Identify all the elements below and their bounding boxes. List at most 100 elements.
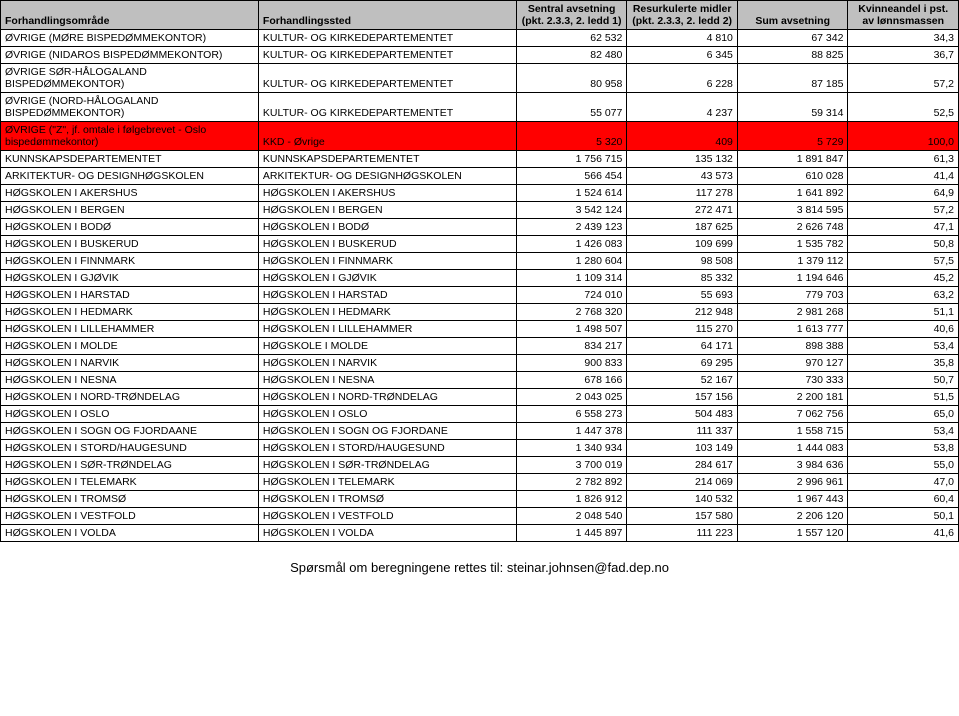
cell-number: 3 814 595 bbox=[737, 202, 848, 219]
table-row: HØGSKOLEN I LILLEHAMMERHØGSKOLEN I LILLE… bbox=[1, 321, 959, 338]
table-row: HØGSKOLEN I BUSKERUDHØGSKOLEN I BUSKERUD… bbox=[1, 236, 959, 253]
cell-number: 1 967 443 bbox=[737, 491, 848, 508]
cell-number: 1 498 507 bbox=[516, 321, 627, 338]
cell-number: 157 580 bbox=[627, 508, 738, 525]
col-header-sum: Sum avsetning bbox=[737, 1, 848, 30]
cell-text: HØGSKOLEN I FINNMARK bbox=[258, 253, 516, 270]
table-row: KUNNSKAPSDEPARTEMENTETKUNNSKAPSDEPARTEME… bbox=[1, 151, 959, 168]
cell-number: 50,1 bbox=[848, 508, 959, 525]
cell-number: 4 810 bbox=[627, 30, 738, 47]
cell-text: KULTUR- OG KIRKEDEPARTEMENTET bbox=[258, 30, 516, 47]
table-row: HØGSKOLEN I STORD/HAUGESUNDHØGSKOLEN I S… bbox=[1, 440, 959, 457]
cell-number: 6 558 273 bbox=[516, 406, 627, 423]
cell-number: 970 127 bbox=[737, 355, 848, 372]
cell-number: 57,2 bbox=[848, 64, 959, 93]
col-header-kvinne: Kvinneandel i pst. av lønnsmassen bbox=[848, 1, 959, 30]
cell-number: 2 439 123 bbox=[516, 219, 627, 236]
cell-text: KUNNSKAPSDEPARTEMENTET bbox=[258, 151, 516, 168]
cell-number: 65,0 bbox=[848, 406, 959, 423]
cell-text: HØGSKOLEN I BODØ bbox=[1, 219, 259, 236]
cell-text: HØGSKOLEN I TROMSØ bbox=[258, 491, 516, 508]
cell-text: ØVRIGE (NIDAROS BISPEDØMMEKONTOR) bbox=[1, 47, 259, 64]
table-row: HØGSKOLEN I VESTFOLDHØGSKOLEN I VESTFOLD… bbox=[1, 508, 959, 525]
table-row: HØGSKOLEN I NORD-TRØNDELAGHØGSKOLEN I NO… bbox=[1, 389, 959, 406]
cell-number: 2 768 320 bbox=[516, 304, 627, 321]
table-row: HØGSKOLEN I NESNAHØGSKOLEN I NESNA678 16… bbox=[1, 372, 959, 389]
table-row: ØVRIGE (MØRE BISPEDØMMEKONTOR)KULTUR- OG… bbox=[1, 30, 959, 47]
cell-number: 1 447 378 bbox=[516, 423, 627, 440]
data-table: Forhandlingsområde Forhandlingssted Sent… bbox=[0, 0, 959, 542]
cell-number: 82 480 bbox=[516, 47, 627, 64]
cell-number: 6 228 bbox=[627, 64, 738, 93]
cell-number: 409 bbox=[627, 122, 738, 151]
cell-number: 80 958 bbox=[516, 64, 627, 93]
cell-number: 157 156 bbox=[627, 389, 738, 406]
cell-number: 51,1 bbox=[848, 304, 959, 321]
cell-number: 3 700 019 bbox=[516, 457, 627, 474]
cell-number: 63,2 bbox=[848, 287, 959, 304]
cell-number: 88 825 bbox=[737, 47, 848, 64]
cell-number: 53,8 bbox=[848, 440, 959, 457]
cell-text: HØGSKOLEN I TELEMARK bbox=[1, 474, 259, 491]
cell-text: HØGSKOLEN I VESTFOLD bbox=[1, 508, 259, 525]
table-row: HØGSKOLEN I OSLOHØGSKOLEN I OSLO6 558 27… bbox=[1, 406, 959, 423]
cell-text: HØGSKOLEN I VOLDA bbox=[1, 525, 259, 542]
table-row: HØGSKOLEN I HARSTADHØGSKOLEN I HARSTAD72… bbox=[1, 287, 959, 304]
cell-number: 1 535 782 bbox=[737, 236, 848, 253]
cell-text: HØGSKOLE I MOLDE bbox=[258, 338, 516, 355]
cell-number: 1 524 614 bbox=[516, 185, 627, 202]
cell-number: 140 532 bbox=[627, 491, 738, 508]
cell-text: KULTUR- OG KIRKEDEPARTEMENTET bbox=[258, 47, 516, 64]
cell-number: 1 444 083 bbox=[737, 440, 848, 457]
cell-text: HØGSKOLEN I LILLEHAMMER bbox=[258, 321, 516, 338]
cell-number: 55 077 bbox=[516, 93, 627, 122]
cell-number: 1 641 892 bbox=[737, 185, 848, 202]
cell-text: HØGSKOLEN I AKERSHUS bbox=[258, 185, 516, 202]
cell-number: 1 613 777 bbox=[737, 321, 848, 338]
cell-text: HØGSKOLEN I BERGEN bbox=[1, 202, 259, 219]
cell-number: 1 891 847 bbox=[737, 151, 848, 168]
table-row: HØGSKOLEN I BERGENHØGSKOLEN I BERGEN3 54… bbox=[1, 202, 959, 219]
cell-number: 2 048 540 bbox=[516, 508, 627, 525]
cell-text: HØGSKOLEN I OSLO bbox=[1, 406, 259, 423]
cell-text: HØGSKOLEN I HEDMARK bbox=[1, 304, 259, 321]
cell-number: 47,1 bbox=[848, 219, 959, 236]
cell-number: 98 508 bbox=[627, 253, 738, 270]
table-row: ØVRIGE (NIDAROS BISPEDØMMEKONTOR)KULTUR-… bbox=[1, 47, 959, 64]
cell-number: 36,7 bbox=[848, 47, 959, 64]
cell-text: HØGSKOLEN I AKERSHUS bbox=[1, 185, 259, 202]
cell-number: 47,0 bbox=[848, 474, 959, 491]
cell-number: 111 223 bbox=[627, 525, 738, 542]
cell-number: 1 109 314 bbox=[516, 270, 627, 287]
cell-text: HØGSKOLEN I OSLO bbox=[258, 406, 516, 423]
cell-number: 212 948 bbox=[627, 304, 738, 321]
cell-text: HØGSKOLEN I FINNMARK bbox=[1, 253, 259, 270]
cell-number: 100,0 bbox=[848, 122, 959, 151]
table-row: HØGSKOLEN I TROMSØHØGSKOLEN I TROMSØ1 82… bbox=[1, 491, 959, 508]
cell-number: 2 200 181 bbox=[737, 389, 848, 406]
cell-number: 5 320 bbox=[516, 122, 627, 151]
cell-number: 1 194 646 bbox=[737, 270, 848, 287]
cell-text: ØVRIGE ("Z", jf. omtale i følgebrevet - … bbox=[1, 122, 259, 151]
cell-text: HØGSKOLEN I SOGN OG FJORDAANE bbox=[1, 423, 259, 440]
cell-text: HØGSKOLEN I HEDMARK bbox=[258, 304, 516, 321]
cell-number: 53,4 bbox=[848, 338, 959, 355]
cell-number: 3 984 636 bbox=[737, 457, 848, 474]
cell-number: 85 332 bbox=[627, 270, 738, 287]
cell-number: 1 445 897 bbox=[516, 525, 627, 542]
table-row: HØGSKOLEN I SOGN OG FJORDAANEHØGSKOLEN I… bbox=[1, 423, 959, 440]
table-row: ØVRIGE SØR-HÅLOGALAND BISPEDØMMEKONTOR)K… bbox=[1, 64, 959, 93]
cell-number: 117 278 bbox=[627, 185, 738, 202]
cell-number: 103 149 bbox=[627, 440, 738, 457]
cell-text: KUNNSKAPSDEPARTEMENTET bbox=[1, 151, 259, 168]
cell-text: HØGSKOLEN I BUSKERUD bbox=[1, 236, 259, 253]
cell-number: 41,4 bbox=[848, 168, 959, 185]
cell-text: ØVRIGE (NORD-HÅLOGALAND BISPEDØMMEKONTOR… bbox=[1, 93, 259, 122]
cell-text: HØGSKOLEN I HARSTAD bbox=[1, 287, 259, 304]
cell-text: HØGSKOLEN I TELEMARK bbox=[258, 474, 516, 491]
table-row: HØGSKOLEN I FINNMARKHØGSKOLEN I FINNMARK… bbox=[1, 253, 959, 270]
table-row: HØGSKOLEN I HEDMARKHØGSKOLEN I HEDMARK2 … bbox=[1, 304, 959, 321]
cell-text: HØGSKOLEN I GJØVIK bbox=[258, 270, 516, 287]
table-row: HØGSKOLEN I GJØVIKHØGSKOLEN I GJØVIK1 10… bbox=[1, 270, 959, 287]
cell-number: 1 826 912 bbox=[516, 491, 627, 508]
